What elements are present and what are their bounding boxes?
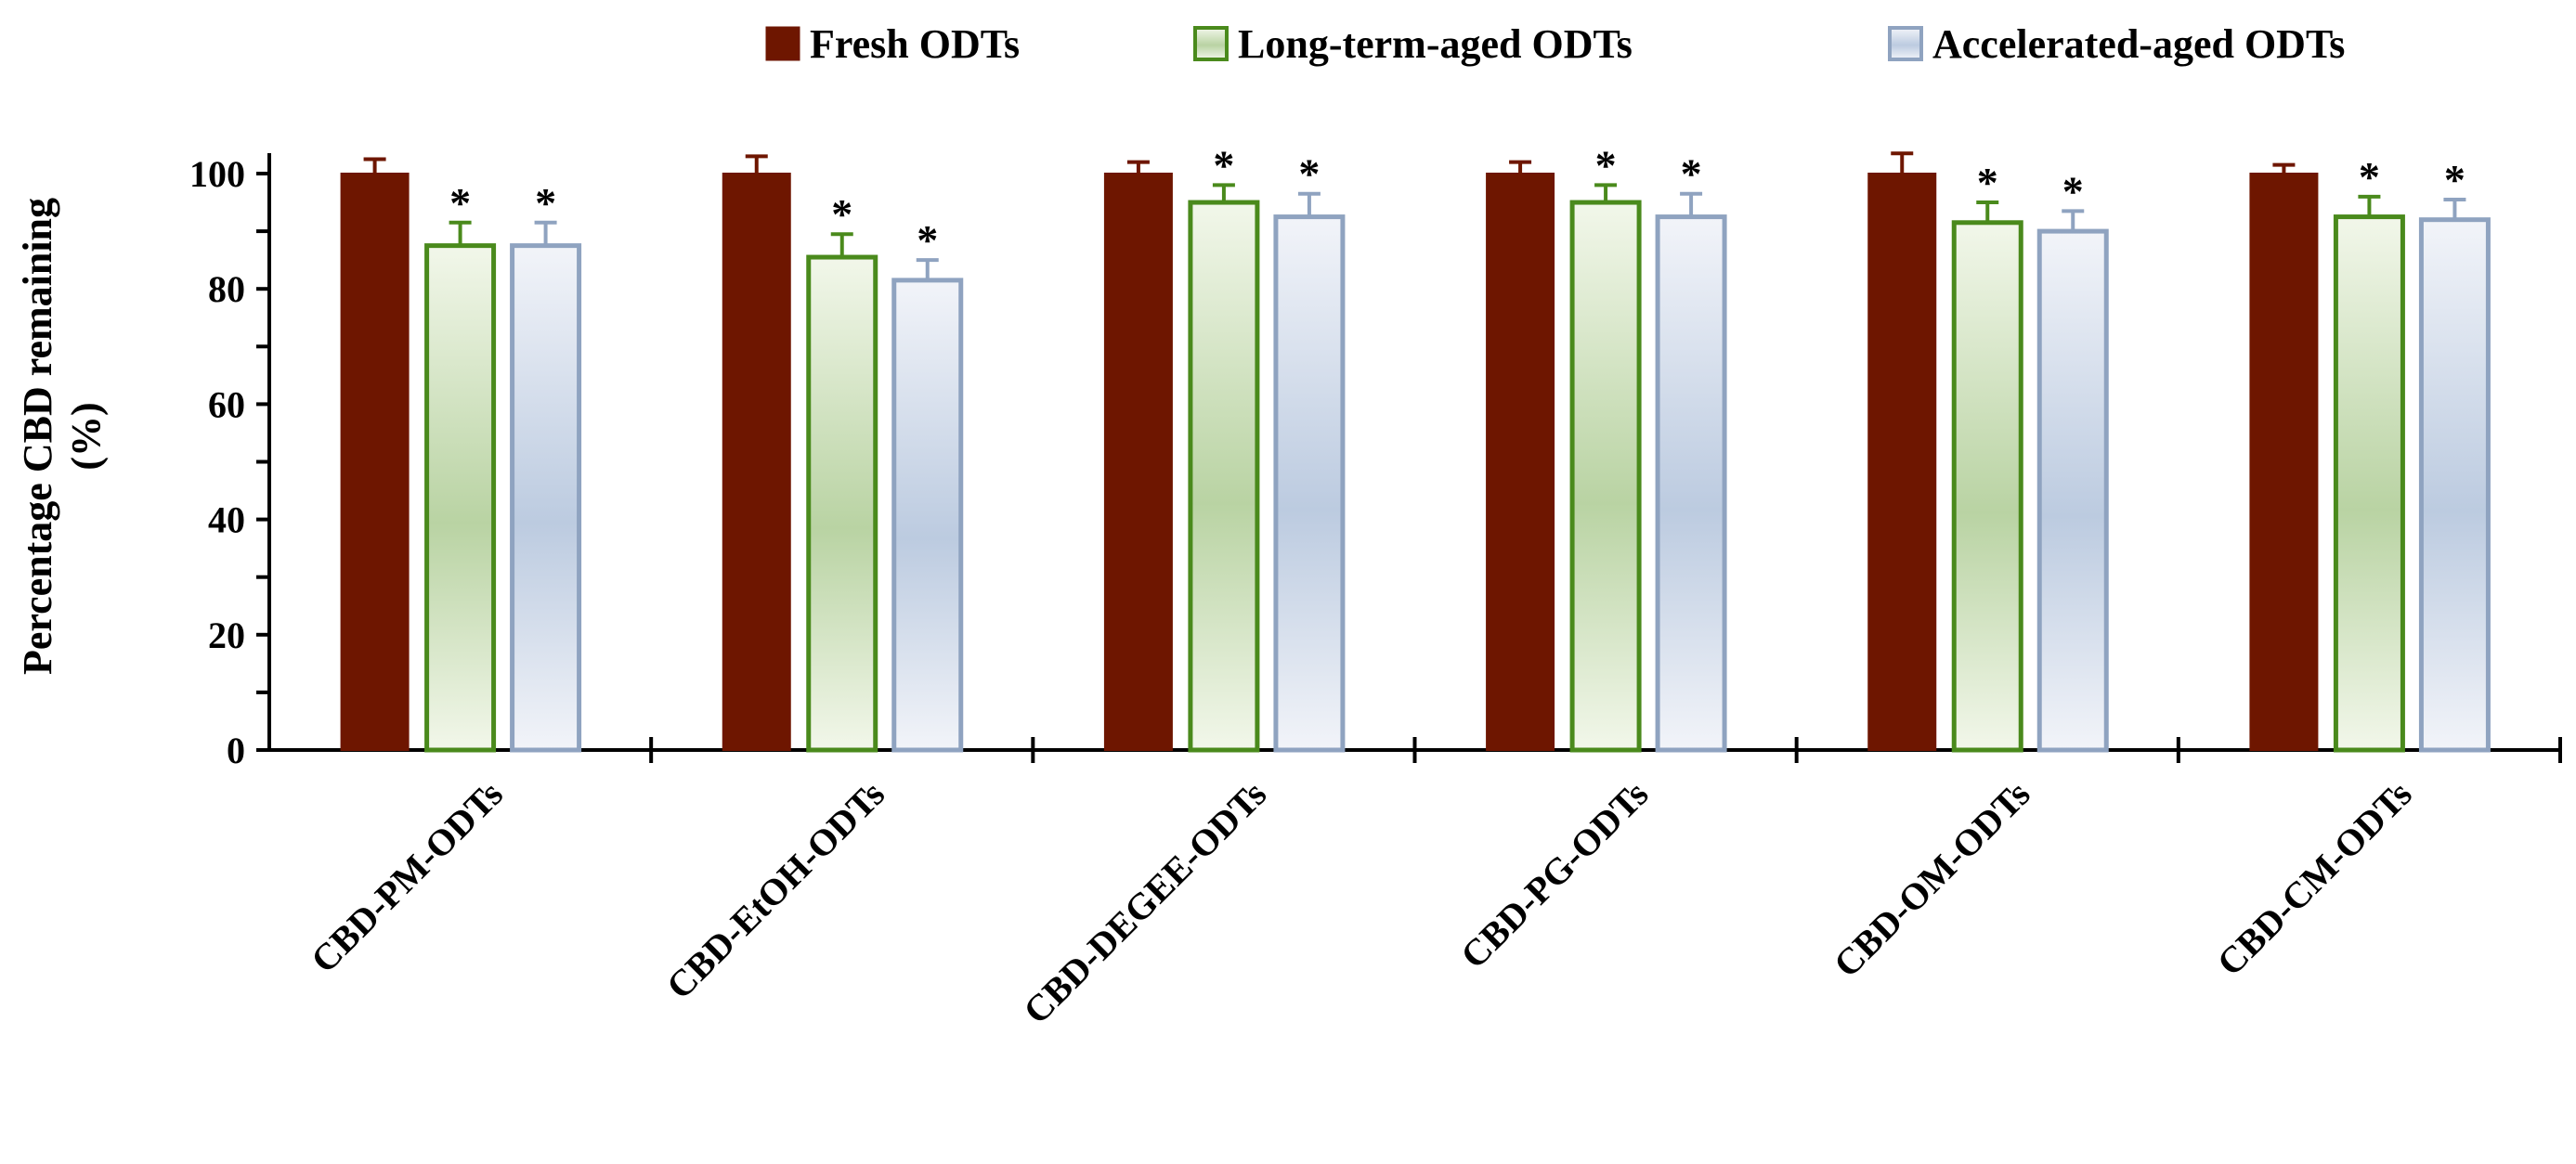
significance-marker: * [535, 179, 556, 226]
y-tick-label: 20 [208, 614, 245, 656]
significance-marker: * [2062, 167, 2084, 214]
y-axis-label-line2: (%) [63, 402, 109, 470]
bars: * * * * * * * * * * * * [340, 141, 2491, 753]
y-tick-label: 60 [208, 383, 245, 425]
bar-accelerated [2418, 217, 2491, 753]
bar-fresh [1867, 173, 1937, 751]
y-tick-label: 0 [227, 730, 245, 771]
legend-swatch-long-term [1193, 26, 1229, 61]
bar-accelerated [1655, 214, 1727, 753]
legend-item-accelerated: Accelerated-aged ODTs [1888, 21, 2345, 67]
y-axis-label-line1: Percentage CBD remaining [15, 198, 60, 675]
bar-long-term [806, 254, 878, 753]
bar-long-term [1188, 200, 1260, 753]
legend: Fresh ODTs Long-term-aged ODTs Accelerat… [765, 21, 2345, 67]
category-label: CBD-PG-ODTs [1452, 773, 1656, 976]
significance-marker: * [2359, 153, 2380, 200]
legend-swatch-fresh [765, 26, 800, 61]
significance-marker: * [449, 179, 471, 226]
bar-fresh [722, 173, 791, 751]
significance-marker: * [1213, 141, 1234, 188]
y-ticks: 0 20 40 60 80 100 [189, 153, 269, 771]
bar-accelerated [891, 278, 964, 753]
significance-marker: * [831, 190, 852, 238]
y-axis-label: Percentage CBD remaining (%) [15, 198, 109, 675]
significance-marker: * [917, 216, 938, 264]
legend-label-long-term: Long-term-aged ODTs [1238, 21, 1633, 67]
bar-long-term [1951, 220, 2023, 753]
y-tick-label: 100 [189, 153, 245, 195]
bar-long-term [1569, 200, 1642, 753]
bar-long-term [424, 243, 497, 753]
significance-marker: * [1595, 141, 1617, 188]
axes [267, 153, 2562, 763]
category-label: CBD-EtOH-ODTs [658, 773, 892, 1007]
legend-item-long-term: Long-term-aged ODTs [1193, 21, 1633, 67]
y-tick-label: 80 [208, 268, 245, 310]
legend-label-accelerated: Accelerated-aged ODTs [1932, 21, 2345, 67]
significance-marker: * [1298, 150, 1320, 198]
category-labels: CBD-PM-ODTs CBD-EtOH-ODTs CBD-DEGEE-ODTs CB… [303, 773, 2420, 1032]
significance-marker: * [1681, 150, 1702, 198]
legend-item-fresh: Fresh ODTs [765, 21, 1020, 67]
bar-long-term [2333, 214, 2405, 753]
category-label: CBD-DEGEE-ODTs [1015, 773, 1274, 1032]
significance-marker: * [1977, 159, 1998, 206]
bar-accelerated [1273, 214, 1346, 753]
category-label: CBD-CM-ODTs [2209, 773, 2420, 984]
y-tick-label: 40 [208, 499, 245, 541]
bar-accelerated [2036, 228, 2109, 753]
legend-swatch-accelerated [1888, 26, 1923, 61]
bar-fresh [1486, 173, 1555, 751]
bar-fresh [1103, 173, 1173, 751]
significance-marker: * [2444, 156, 2465, 203]
category-label: CBD-PM-ODTs [303, 773, 511, 981]
bar-accelerated [510, 243, 582, 753]
category-label: CBD-OM-ODTs [1826, 773, 2038, 986]
legend-label-fresh: Fresh ODTs [810, 21, 1020, 67]
bar-fresh [340, 173, 410, 751]
bar-fresh [2249, 173, 2319, 751]
